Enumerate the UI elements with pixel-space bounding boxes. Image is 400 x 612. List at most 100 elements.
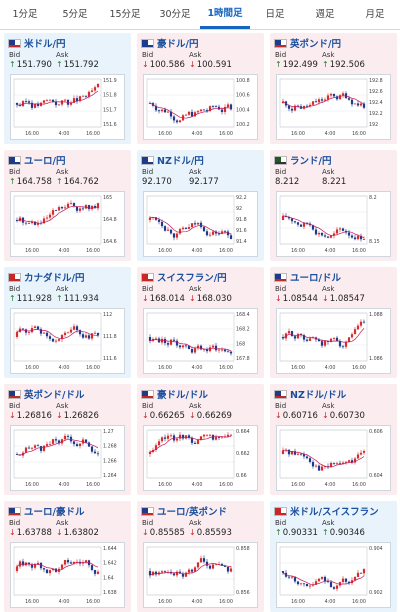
currency-card[interactable]: 米ドル/円 Bid Ask ↑151.790 ↑151.792 151.9 151.8 151… xyxy=(4,33,131,144)
candle-up xyxy=(42,445,46,451)
candlestick-chart[interactable]: 1.088 1.086 16:00 4:00 16:00 xyxy=(276,308,391,374)
candle-up xyxy=(332,337,336,339)
candlestick-chart[interactable]: 8.2 8.15 16:00 4:00 16:00 xyxy=(276,191,391,257)
pair-name[interactable]: ユーロ/ドル xyxy=(290,273,341,284)
pair-name[interactable]: 豪ドル/円 xyxy=(157,39,199,50)
pair-name[interactable]: スイスフラン/円 xyxy=(157,273,227,284)
ask-price: 0.90346 xyxy=(329,528,365,538)
candle-up xyxy=(175,438,179,441)
y-tick-label: 92.2 xyxy=(236,195,247,201)
candle-down xyxy=(54,101,58,106)
currency-card[interactable]: NZドル/ドル Bid Ask ↓0.60716 ↓0.60730 0.606 0.604 1… xyxy=(270,384,397,495)
currency-card[interactable]: ランド/円 Bid Ask 8.212 8.221 8.2 8.15 16:00 4:00 16:… xyxy=(270,150,397,261)
candle-up xyxy=(175,571,179,576)
candlestick-chart[interactable]: 168.4 168.2 168 167.8 16:00 4:00 16:00 xyxy=(143,308,258,374)
candle-down xyxy=(172,116,176,121)
candle-up xyxy=(78,443,82,447)
candle-up xyxy=(178,120,182,123)
plot-frame xyxy=(146,429,235,479)
candle-up xyxy=(196,345,200,349)
tab-timeframe-7[interactable]: 月足 xyxy=(365,9,385,20)
currency-card[interactable]: NZドル/円 Bid Ask 92.170 92.177 92.2 92 91.8 91.6 91… xyxy=(137,150,264,261)
candlestick-chart[interactable]: 151.9 151.8 151.7 151.6 16:00 4:00 16:00 xyxy=(10,74,125,140)
candle-up xyxy=(299,583,303,585)
candle-up xyxy=(187,111,191,115)
tab-timeframe-0[interactable]: 1分足 xyxy=(12,9,38,20)
currency-card[interactable]: 英ポンド/円 Bid Ask ↑192.499 ↑192.506 192.8 192.6 19… xyxy=(270,33,397,144)
candle-down xyxy=(57,440,61,444)
tab-timeframe-5[interactable]: 日足 xyxy=(265,9,285,20)
currency-card[interactable]: ユーロ/豪ドル Bid Ask ↓1.63788 ↓1.63802 1.644 1.642 1… xyxy=(4,501,131,612)
currency-card[interactable]: ユーロ/ドル Bid Ask ↓1.08544 ↓1.08547 1.088 1.086 16… xyxy=(270,267,397,378)
candle-up xyxy=(362,569,366,574)
ask-label: Ask xyxy=(189,285,202,293)
y-tick-label: 192 xyxy=(369,122,378,128)
candlestick-chart[interactable]: 1.27 1.268 1.266 1.264 16:00 4:00 16:00 xyxy=(10,425,125,491)
pair-name[interactable]: 豪ドル/ドル xyxy=(157,390,208,401)
y-tick-label: 1.642 xyxy=(103,561,117,567)
candle-up xyxy=(199,436,203,441)
y-tick-label: 0.858 xyxy=(236,546,250,552)
tab-timeframe-4[interactable]: 1時間足 xyxy=(200,0,250,29)
pair-name[interactable]: 米ドル/スイスフラン xyxy=(290,507,379,518)
pair-name[interactable]: NZドル/ドル xyxy=(290,390,347,401)
candle-down xyxy=(332,587,336,589)
pair-name[interactable]: ランド/円 xyxy=(290,156,332,167)
pair-name[interactable]: ユーロ/英ポンド xyxy=(157,507,227,518)
tab-timeframe-1[interactable]: 5分足 xyxy=(62,9,88,20)
currency-card[interactable]: 豪ドル/円 Bid Ask ↓100.586 ↓100.591 100.8 100.6 100… xyxy=(137,33,264,144)
pair-name[interactable]: 英ポンド/円 xyxy=(290,39,341,50)
candlestick-chart[interactable]: 165 164.8 164.6 16:00 4:00 16:00 xyxy=(10,191,125,257)
tab-timeframe-3[interactable]: 30分足 xyxy=(159,9,191,20)
tab-timeframe-6[interactable]: 週足 xyxy=(315,9,335,20)
candle-up xyxy=(21,101,25,107)
card-header: ユーロ/豪ドル xyxy=(8,504,84,518)
candle-up xyxy=(160,437,164,442)
candlestick-chart[interactable]: 0.664 0.662 0.66 16:00 4:00 16:00 xyxy=(143,425,258,491)
candle-up xyxy=(341,578,345,582)
candle-up xyxy=(281,450,285,454)
pair-name[interactable]: 米ドル/円 xyxy=(24,39,66,50)
candle-down xyxy=(305,222,309,224)
candlestick-chart[interactable]: 0.904 0.902 16:00 4:00 16:00 xyxy=(276,542,391,608)
candlestick-chart[interactable]: 1.644 1.642 1.64 1.638 16:00 4:00 16:00 xyxy=(10,542,125,608)
candlestick-chart[interactable]: 192.8 192.6 192.4 192.2 192 16:00 4:00 16:00 xyxy=(276,74,391,140)
candle-down xyxy=(290,331,294,337)
candle-up xyxy=(60,564,64,569)
candle-up xyxy=(66,332,70,334)
pair-name[interactable]: ユーロ/豪ドル xyxy=(24,507,85,518)
candle-up xyxy=(205,434,209,436)
candle-up xyxy=(166,229,170,231)
candlestick-chart[interactable]: 92.2 92 91.8 91.6 91.4 16:00 4:00 16:00 xyxy=(143,191,258,257)
candle-down xyxy=(15,220,19,221)
pair-name[interactable]: カナダドル/円 xyxy=(24,273,85,284)
ask-label: Ask xyxy=(322,168,335,176)
candle-down xyxy=(226,566,230,572)
currency-card[interactable]: 豪ドル/ドル Bid Ask ↓0.66265 ↓0.66269 0.664 0.662 0.… xyxy=(137,384,264,495)
currency-card[interactable]: 米ドル/スイスフラン Bid Ask ↑0.90331 ↑0.90346 0.904 0.9… xyxy=(270,501,397,612)
currency-card[interactable]: 英ポンド/ドル Bid Ask ↓1.26816 ↓1.26826 1.27 1.268 1.… xyxy=(4,384,131,495)
tab-timeframe-2[interactable]: 15分足 xyxy=(109,9,141,20)
candle-down xyxy=(163,338,167,344)
candlestick-chart[interactable]: 112 111.8 111.6 16:00 4:00 16:00 xyxy=(10,308,125,374)
candlestick-chart[interactable]: 0.606 0.604 16:00 4:00 16:00 xyxy=(276,425,391,491)
candlestick-chart[interactable]: 100.8 100.6 100.4 100.2 16:00 4:00 16:00 xyxy=(143,74,258,140)
pair-name[interactable]: ユーロ/円 xyxy=(24,156,66,167)
candle-up xyxy=(81,95,85,97)
bid-price: 1.26816 xyxy=(16,411,52,421)
currency-card[interactable]: カナダドル/円 Bid Ask ↑111.928 ↑111.934 112 111.8 111… xyxy=(4,267,131,378)
currency-card[interactable]: スイスフラン/円 Bid Ask ↓168.014 ↓168.030 168.4 168.2… xyxy=(137,267,264,378)
candlestick-chart[interactable]: 0.858 0.856 16:00 4:00 16:00 xyxy=(143,542,258,608)
candle-up xyxy=(344,341,348,347)
bid-label: Bid xyxy=(142,51,154,59)
candle-up xyxy=(184,114,188,116)
currency-card[interactable]: ユーロ/英ポンド Bid Ask ↓0.85585 ↓0.85593 0.858 0.856… xyxy=(137,501,264,612)
moving-average-line xyxy=(282,95,365,109)
pair-name[interactable]: NZドル/円 xyxy=(157,156,204,167)
pair-name[interactable]: 英ポンド/ドル xyxy=(24,390,85,401)
currency-card[interactable]: ユーロ/円 Bid Ask ↑164.758 ↑164.762 165 164.8 164.6… xyxy=(4,150,131,261)
ask-label: Ask xyxy=(322,285,335,293)
